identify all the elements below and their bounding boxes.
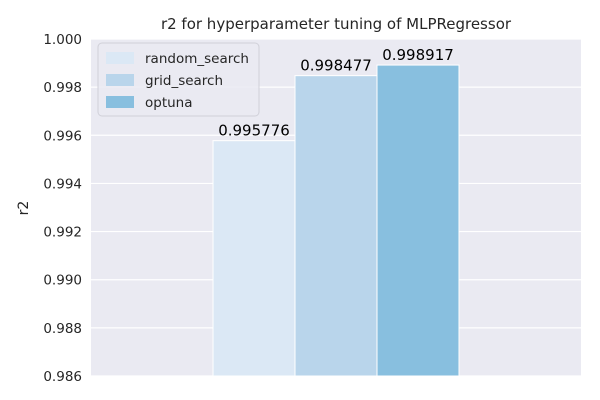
bar-random-search: [212, 140, 296, 377]
y-tick-label: 0.994: [43, 176, 82, 192]
chart-title: r2 for hyperparameter tuning of MLPRegre…: [161, 15, 512, 33]
legend-swatch: [106, 74, 134, 86]
bar-grid-search: [294, 75, 378, 377]
y-tick-label: 0.986: [43, 369, 82, 385]
y-tick-label: 0.996: [43, 128, 82, 144]
y-tick-label: 1.000: [43, 32, 82, 48]
bar-labels: 0.995776 0.998477 0.998917: [218, 46, 454, 140]
legend-label: grid_search: [145, 73, 223, 89]
y-axis-ticks: 0.986 0.988 0.990 0.992 0.994 0.996 0.998 1.000: [43, 32, 82, 385]
bar-value-label: 0.998477: [300, 57, 372, 75]
y-tick-label: 0.988: [43, 321, 82, 337]
bar-value-label: 0.998917: [382, 46, 454, 64]
bar-optuna: [376, 64, 460, 377]
legend-swatch: [106, 96, 134, 108]
bars: [212, 64, 460, 377]
y-tick-label: 0.990: [43, 273, 82, 289]
y-axis-label: r2: [16, 201, 32, 216]
legend-box: [97, 42, 260, 117]
y-tick-label: 0.998: [43, 80, 82, 96]
legend-swatch: [106, 52, 134, 64]
bar-value-label: 0.995776: [218, 122, 290, 140]
legend-label: random_search: [145, 51, 249, 67]
y-tick-label: 0.992: [43, 225, 82, 241]
legend-label: optuna: [145, 95, 193, 111]
